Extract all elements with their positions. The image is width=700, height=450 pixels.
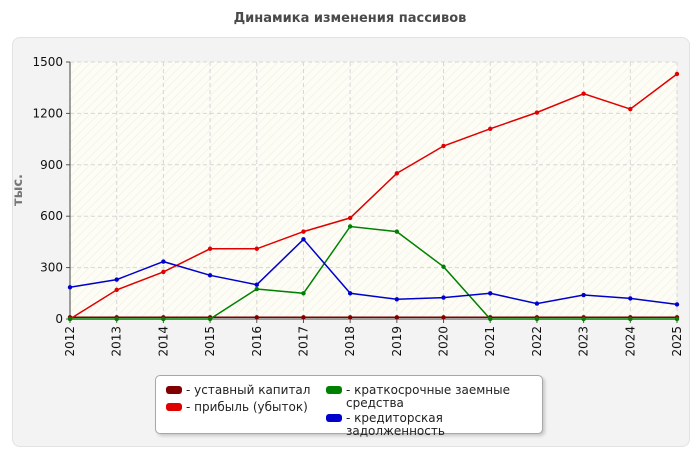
legend: - уставный капитал - прибыль (убыток) - … xyxy=(155,375,543,438)
x-tick-label: 2023 xyxy=(577,326,591,357)
data-point-1 xyxy=(347,215,353,221)
y-tick-label: 0 xyxy=(55,312,63,326)
data-point-1 xyxy=(161,269,166,275)
data-point-1 xyxy=(394,171,400,176)
data-point-0 xyxy=(301,315,306,320)
data-point-0 xyxy=(347,315,353,320)
y-tick-label: 600 xyxy=(40,209,63,223)
data-point-3 xyxy=(394,297,400,302)
legend-swatch xyxy=(326,386,342,394)
data-point-2 xyxy=(347,224,353,229)
data-point-2 xyxy=(301,291,306,296)
data-point-2 xyxy=(67,316,73,322)
x-tick-label: 2024 xyxy=(623,326,637,357)
data-point-1 xyxy=(628,106,633,112)
y-axis-label: тыс. xyxy=(11,174,26,206)
legend-swatch xyxy=(326,414,342,422)
data-point-1 xyxy=(534,110,540,115)
data-point-3 xyxy=(581,292,586,298)
data-point-3 xyxy=(254,282,259,287)
data-point-3 xyxy=(441,295,446,300)
legend-swatch xyxy=(166,386,182,394)
x-tick-label: 2017 xyxy=(296,326,310,357)
legend-item-charter-capital: - уставный капитал xyxy=(166,384,310,397)
x-tick-label: 2016 xyxy=(250,326,264,357)
x-tick-label: 2019 xyxy=(390,326,404,357)
data-point-2 xyxy=(254,286,259,292)
data-point-3 xyxy=(347,291,353,296)
x-tick-label: 2020 xyxy=(437,326,451,357)
data-point-0 xyxy=(394,315,400,320)
data-point-2 xyxy=(394,229,400,234)
plot-area xyxy=(70,62,677,319)
data-point-3 xyxy=(674,302,680,307)
legend-item-profit: - прибыль (убыток) xyxy=(166,401,308,414)
legend-item-accounts-payable: - кредиторская задолженность xyxy=(326,412,542,438)
data-point-3 xyxy=(207,273,213,278)
data-point-1 xyxy=(114,287,119,293)
data-point-0 xyxy=(441,315,446,320)
x-tick-label: 2018 xyxy=(343,326,357,357)
x-tick-label: 2021 xyxy=(483,326,497,357)
legend-label: - прибыль (убыток) xyxy=(186,400,308,414)
y-tick-label: 900 xyxy=(40,158,63,172)
data-point-2 xyxy=(534,316,540,322)
data-point-3 xyxy=(301,237,306,242)
x-tick-label: 2015 xyxy=(203,326,217,357)
data-point-1 xyxy=(674,71,680,77)
data-point-3 xyxy=(114,277,119,282)
x-tick-label: 2013 xyxy=(110,326,124,357)
x-tick-label: 2025 xyxy=(670,326,684,357)
data-point-2 xyxy=(441,264,446,269)
data-point-1 xyxy=(207,246,213,251)
data-point-0 xyxy=(254,315,259,320)
data-point-2 xyxy=(674,316,680,322)
data-point-2 xyxy=(207,316,213,322)
data-point-2 xyxy=(488,316,493,322)
data-point-1 xyxy=(254,246,259,251)
series-line-3 xyxy=(69,238,678,306)
legend-item-short-term-loans: - краткосрочные заемные средства xyxy=(326,384,526,410)
data-point-2 xyxy=(114,316,119,322)
x-tick-label: 2022 xyxy=(530,326,544,357)
data-point-3 xyxy=(161,259,166,264)
data-point-3 xyxy=(67,285,73,290)
data-point-1 xyxy=(301,229,306,234)
legend-label: - краткосрочные заемные средства xyxy=(346,383,510,410)
data-point-1 xyxy=(441,143,446,149)
series-line-2 xyxy=(70,225,677,320)
y-tick-label: 1200 xyxy=(32,106,63,120)
x-tick-label: 2012 xyxy=(63,326,77,357)
data-point-1 xyxy=(488,126,493,132)
data-point-2 xyxy=(628,316,633,322)
legend-label: - кредиторская задолженность xyxy=(346,411,445,438)
y-tick-label: 300 xyxy=(40,261,63,275)
data-point-3 xyxy=(488,291,493,296)
legend-swatch xyxy=(166,403,182,411)
x-tick-label: 2014 xyxy=(156,326,170,357)
data-point-1 xyxy=(581,91,586,96)
data-point-2 xyxy=(161,316,166,322)
series-line-1 xyxy=(69,73,678,320)
data-point-2 xyxy=(581,316,586,322)
y-tick-label: 1500 xyxy=(32,55,63,69)
data-point-3 xyxy=(628,296,633,301)
legend-label: - уставный капитал xyxy=(186,383,311,397)
data-point-3 xyxy=(534,301,540,306)
chart-title: Динамика изменения пассивов xyxy=(233,11,467,26)
